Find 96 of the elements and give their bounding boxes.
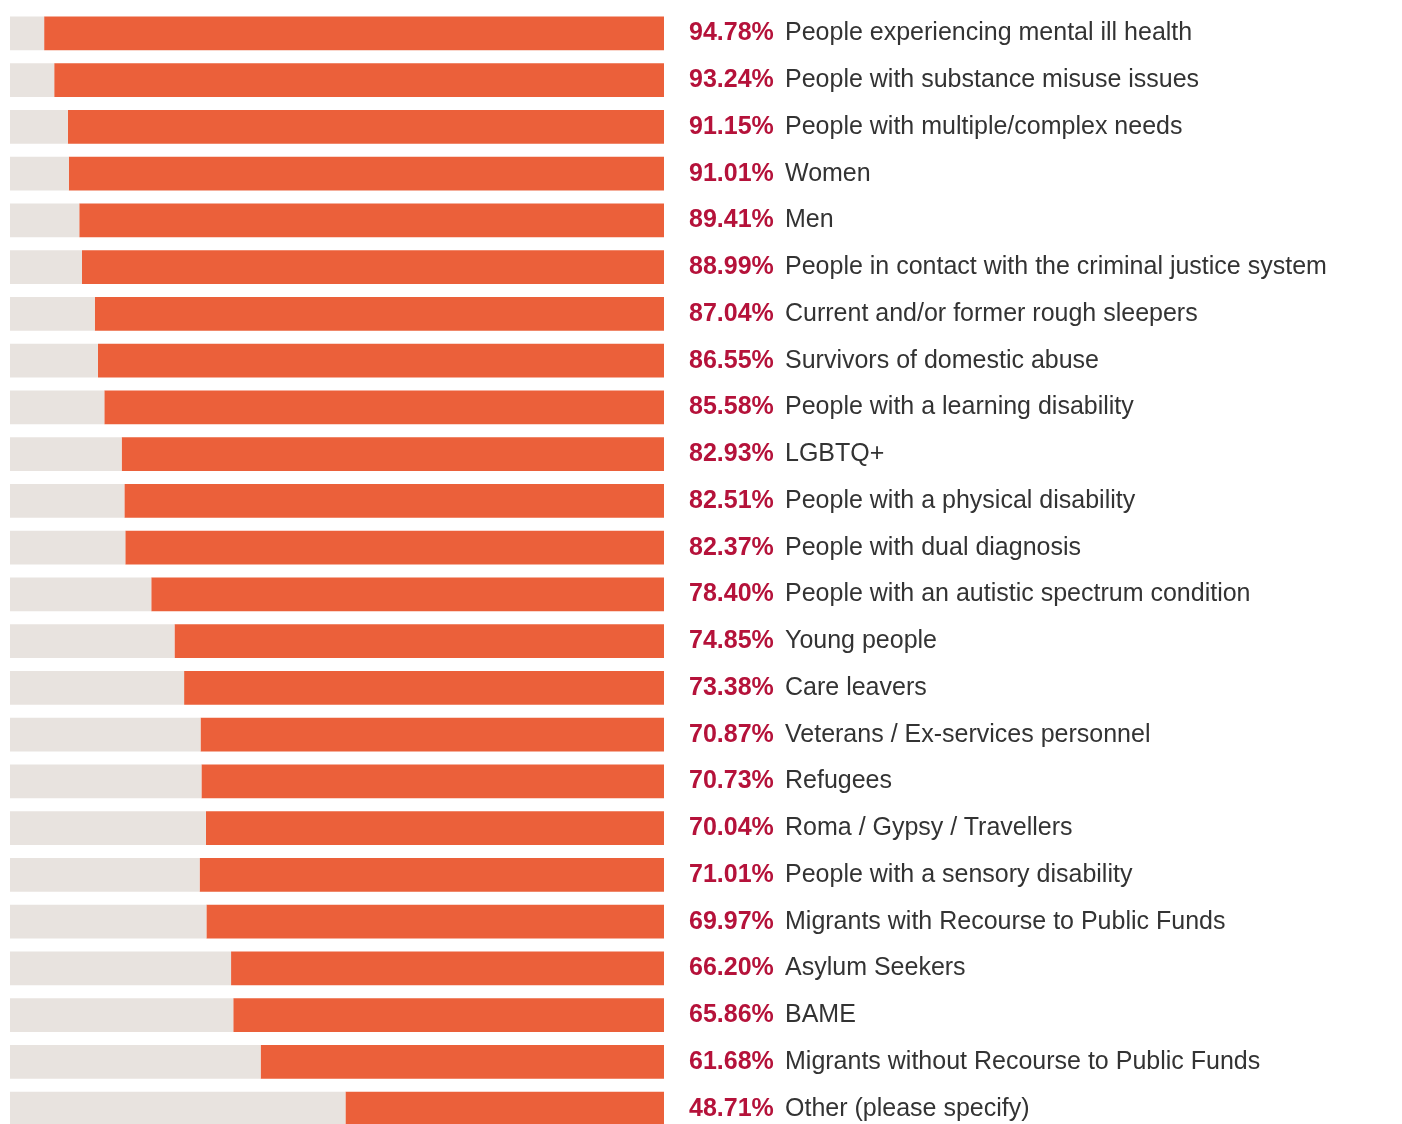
data-label: 70.73% <box>689 765 774 794</box>
y-tick-label: People with a learning disability <box>785 391 1135 420</box>
bar <box>201 764 664 799</box>
bar <box>97 343 664 378</box>
bar <box>205 811 664 845</box>
y-tick-label: Migrants without Recourse to Public Funds <box>785 1045 1261 1074</box>
data-label: 70.87% <box>689 718 774 747</box>
bar <box>10 1091 346 1124</box>
bar <box>10 343 98 378</box>
data-label: 82.37% <box>689 531 774 560</box>
y-tick-label: Young people <box>785 625 938 654</box>
bar <box>231 951 664 986</box>
y-tick-label: People with multiple/complex needs <box>785 110 1183 139</box>
y-tick-label: People in contact with the criminal justice system <box>785 251 1327 280</box>
bar <box>10 671 185 705</box>
y-tick-label: People with substance misuse issues <box>785 64 1200 93</box>
y-tick-label: LGBTQ+ <box>785 438 885 467</box>
bar <box>54 63 664 97</box>
data-label: 89.41% <box>689 204 774 233</box>
bar <box>10 484 125 518</box>
data-label: 88.99% <box>689 251 774 280</box>
bar <box>184 671 664 705</box>
data-label: 71.01% <box>689 858 774 887</box>
data-label: 86.55% <box>689 344 774 373</box>
data-label: 82.51% <box>689 484 774 513</box>
data-label: 73.38% <box>689 671 774 700</box>
data-label: 94.78% <box>689 17 774 46</box>
bar <box>10 297 95 331</box>
bar <box>345 1091 664 1124</box>
bar <box>10 717 201 752</box>
y-tick-label: Survivors of domestic abuse <box>785 344 1100 373</box>
data-label: 85.58% <box>689 391 774 420</box>
bar <box>10 904 207 939</box>
y-tick-label: Other (please specify) <box>785 1092 1030 1121</box>
data-label: 65.86% <box>689 999 774 1028</box>
bar <box>104 390 664 425</box>
y-tick-label: Care leavers <box>785 671 927 700</box>
bar <box>10 1045 261 1079</box>
data-label: 61.68% <box>689 1045 774 1074</box>
data-label: 91.15% <box>689 110 774 139</box>
bar <box>10 764 202 799</box>
y-tick-label: Veterans / Ex-services personnel <box>785 718 1151 747</box>
y-tick-label: People with a sensory disability <box>785 858 1133 887</box>
bar <box>124 484 664 518</box>
y-tick-label: People with dual diagnosis <box>785 531 1082 560</box>
bar <box>10 437 122 471</box>
bar <box>121 437 664 471</box>
bar <box>151 577 664 612</box>
bar <box>10 858 200 892</box>
y-tick-label: Roma / Gypsy / Travellers <box>785 812 1073 841</box>
bar <box>199 858 664 892</box>
data-label: 70.04% <box>689 812 774 841</box>
y-tick-label: BAME <box>785 999 856 1028</box>
bar <box>260 1045 664 1079</box>
data-label: 82.93% <box>689 438 774 467</box>
y-tick-label: Current and/or former rough sleepers <box>785 297 1198 326</box>
data-label: 48.71% <box>689 1092 774 1121</box>
y-tick-label: People with an autistic spectrum condition <box>785 578 1251 607</box>
bar <box>206 904 664 939</box>
data-label: 91.01% <box>689 157 774 186</box>
bar <box>10 390 105 425</box>
bar <box>10 156 69 191</box>
y-tick-label: Migrants with Recourse to Public Funds <box>785 905 1226 934</box>
y-tick-label: Refugees <box>785 765 893 794</box>
data-label: 78.40% <box>689 578 774 607</box>
bar <box>233 998 664 1032</box>
data-label: 66.20% <box>689 952 774 981</box>
y-tick-label: Asylum Seekers <box>785 952 966 981</box>
bar <box>68 156 664 191</box>
bar <box>10 16 45 51</box>
bar <box>10 951 232 986</box>
data-label: 87.04% <box>689 297 774 326</box>
data-label: 74.85% <box>689 625 774 654</box>
bar <box>174 624 664 658</box>
y-tick-label: Women <box>785 157 871 186</box>
bar <box>10 530 126 565</box>
bar <box>79 203 664 238</box>
y-tick-label: People experiencing mental ill health <box>785 17 1193 46</box>
bar <box>10 811 206 845</box>
bar <box>44 16 664 51</box>
data-label: 93.24% <box>689 64 774 93</box>
bar <box>10 250 83 284</box>
bar <box>200 717 664 752</box>
bar <box>10 203 80 238</box>
y-tick-label: Men <box>785 204 834 233</box>
bar <box>125 530 664 565</box>
data-label: 69.97% <box>689 905 774 934</box>
bar <box>10 577 152 612</box>
bar <box>67 110 664 144</box>
y-tick-label: People with a physical disability <box>785 484 1136 513</box>
bar <box>10 110 68 144</box>
bar <box>94 297 664 331</box>
bar <box>82 250 664 284</box>
bar <box>10 624 175 658</box>
bar <box>10 998 234 1032</box>
bar <box>10 63 55 97</box>
